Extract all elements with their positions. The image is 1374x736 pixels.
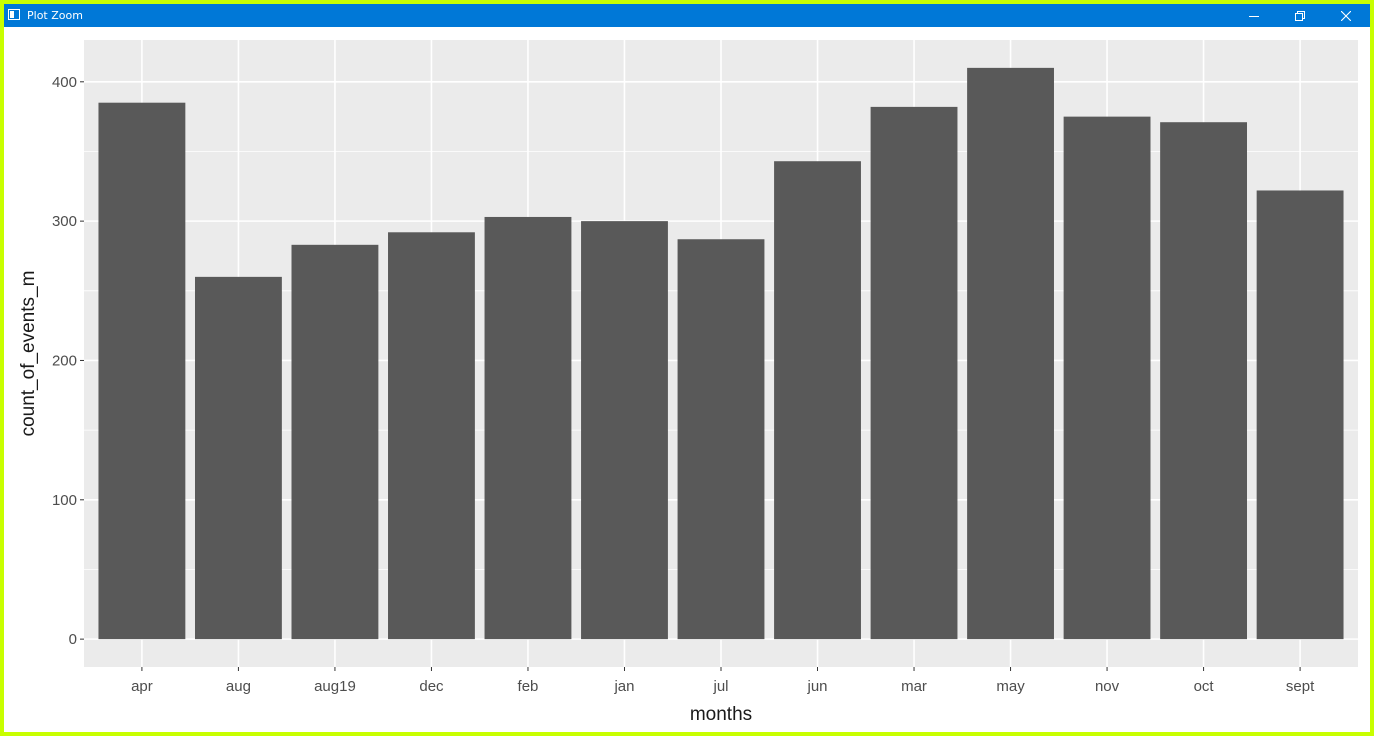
x-tick-label: nov <box>1095 678 1120 695</box>
restore-icon <box>1295 10 1305 21</box>
bar-sept <box>1256 190 1344 640</box>
x-axis-title: months <box>690 704 752 725</box>
minimize-icon <box>1249 15 1259 17</box>
x-tick-label: jul <box>712 678 728 695</box>
window-title: Plot Zoom <box>27 9 83 22</box>
minimize-button[interactable] <box>1231 4 1277 27</box>
y-axis-title: count_of_events_m <box>18 271 39 437</box>
x-tick-label: jan <box>613 678 634 695</box>
x-tick-label: sept <box>1286 678 1315 695</box>
bar-feb <box>484 216 572 640</box>
y-tick-label: 200 <box>52 352 77 369</box>
plot-zoom-window: Plot Zoom 0 100 200 300 400 apr aug aug19 dec fe… <box>4 4 1370 732</box>
x-tick-label: aug <box>226 678 251 695</box>
bar-may <box>967 67 1054 640</box>
x-tick-label: apr <box>131 678 153 695</box>
bar-jan <box>581 221 668 640</box>
x-tick-label: mar <box>901 678 927 695</box>
x-tick-label: jun <box>806 678 827 695</box>
x-tick-label: oct <box>1194 678 1215 695</box>
bars <box>98 67 1344 640</box>
close-icon <box>1341 10 1351 21</box>
bar-apr <box>98 102 186 640</box>
bar-dec <box>388 232 475 640</box>
plot-window-icon <box>8 9 20 20</box>
bar-nov <box>1063 116 1151 640</box>
x-tick-label: dec <box>419 678 444 695</box>
x-tick-label: aug19 <box>314 678 356 695</box>
bar-chart: 0 100 200 300 400 apr aug aug19 dec feb jan jul jun… <box>18 40 1358 725</box>
bar-oct <box>1160 122 1248 640</box>
x-tick-label: may <box>996 678 1025 695</box>
bar-aug <box>194 276 282 640</box>
title-bar[interactable]: Plot Zoom <box>4 4 1370 27</box>
x-axis: apr aug aug19 dec feb jan jul jun mar may nov oct se… <box>131 667 1315 695</box>
y-tick-label: 300 <box>52 213 77 230</box>
bar-aug19 <box>291 244 379 640</box>
y-tick-label: 100 <box>52 492 77 509</box>
restore-button[interactable] <box>1277 4 1323 27</box>
bar-mar <box>870 106 958 640</box>
y-tick-label: 400 <box>52 74 77 91</box>
y-axis: 0 100 200 300 400 <box>52 74 84 648</box>
y-tick-label: 0 <box>69 631 77 648</box>
x-tick-label: feb <box>518 678 539 695</box>
close-button[interactable] <box>1323 4 1369 27</box>
bar-jul <box>677 239 765 640</box>
bar-jun <box>774 161 861 640</box>
